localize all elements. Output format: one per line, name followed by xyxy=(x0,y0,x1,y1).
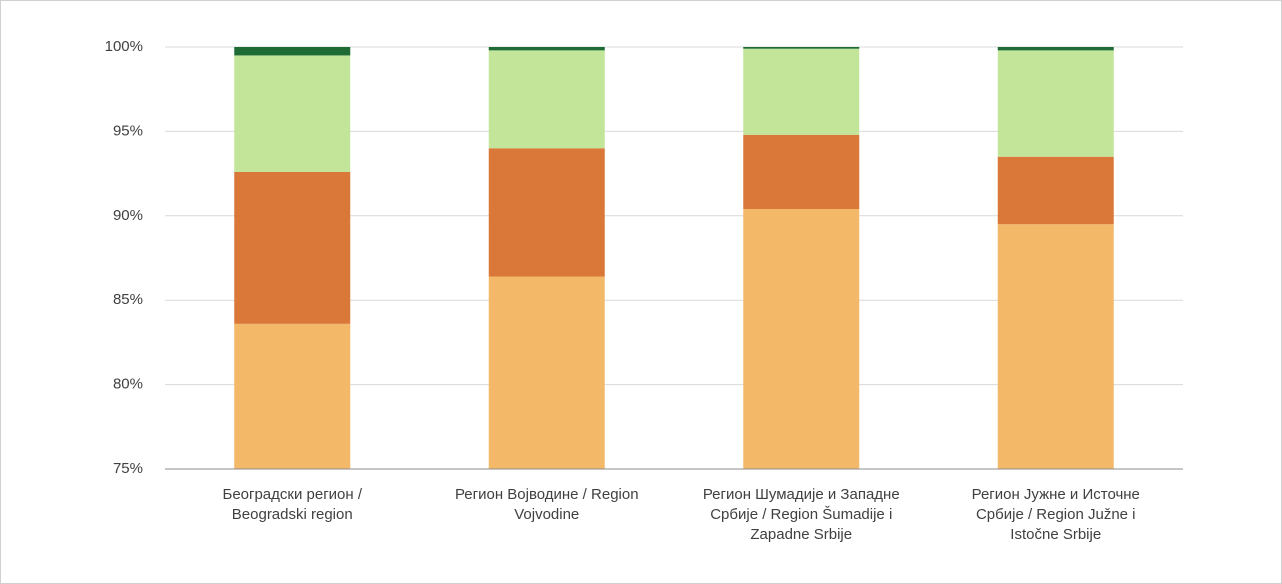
y-tick-label: 75% xyxy=(113,460,143,477)
x-tick-label: Београдски регион / Beogradski region xyxy=(222,486,363,523)
y-tick-label: 95% xyxy=(113,122,143,139)
bar-segment xyxy=(488,148,605,277)
bar-segment xyxy=(488,50,605,149)
bar-segment xyxy=(743,209,860,469)
bar-segment xyxy=(743,134,860,210)
x-tick-label: Регион Јужне и Источне Србије / Region J… xyxy=(971,486,1140,543)
bar-segment xyxy=(488,47,605,51)
bar-segment xyxy=(997,47,1114,51)
x-tick-label: Регион Шумадије и Западне Србије / Regio… xyxy=(702,486,900,543)
bar-segment xyxy=(234,55,351,172)
x-tick-label: Регион Војводине / Region Vojvodine xyxy=(454,486,639,523)
bar-segment xyxy=(234,171,351,324)
bar-segment xyxy=(743,48,860,135)
bar-segment xyxy=(234,47,351,56)
y-tick-label: 85% xyxy=(113,291,143,308)
bar-segment xyxy=(234,323,351,469)
bar-segment xyxy=(997,50,1114,157)
bar-segment xyxy=(488,276,605,469)
bar-segment xyxy=(997,156,1114,225)
y-tick-label: 80% xyxy=(113,376,143,393)
bar-segment xyxy=(997,224,1114,469)
y-tick-label: 100% xyxy=(105,38,143,55)
y-tick-label: 90% xyxy=(113,207,143,224)
bar-segment xyxy=(743,47,860,49)
